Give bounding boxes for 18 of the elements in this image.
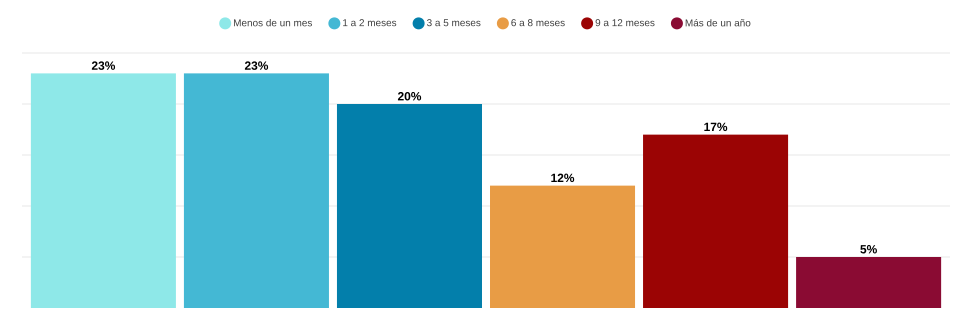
bar — [184, 73, 329, 308]
data-label: 17% — [704, 122, 728, 132]
legend-label: 9 a 12 meses — [596, 19, 655, 26]
data-label: 23% — [92, 61, 116, 70]
bar — [490, 186, 636, 308]
legend-label: 3 a 5 meses — [426, 19, 481, 26]
bar — [643, 134, 788, 308]
data-label: 12% — [551, 174, 574, 182]
legend-label: Menos de un mes — [234, 19, 312, 26]
legend-label: Más de un año — [686, 18, 750, 26]
bar — [30, 73, 176, 308]
data-label: 23% — [244, 61, 268, 70]
legend-label: 1 a 2 meses — [343, 19, 396, 26]
data-label: 5% — [860, 245, 877, 254]
bar — [796, 257, 942, 308]
data-label: 20% — [398, 92, 422, 100]
legend-label: 6 a 8 meses — [511, 19, 565, 26]
bar — [336, 104, 482, 308]
